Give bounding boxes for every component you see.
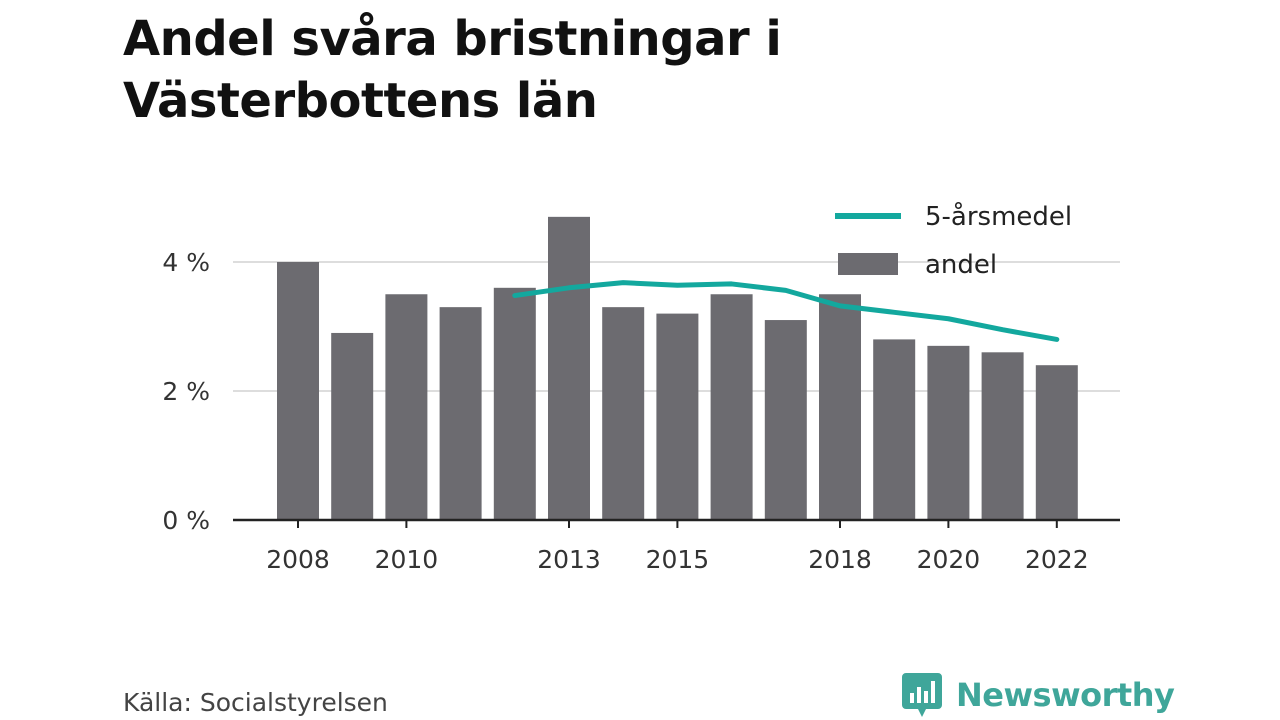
bar — [981, 352, 1024, 520]
legend-label: 5-årsmedel — [925, 201, 1072, 232]
brand-logo: Newsworthy — [902, 672, 1175, 718]
title-line-1: Andel svåra bristningar i — [123, 11, 782, 67]
x-tick-label: 2018 — [808, 545, 872, 574]
legend-bar-symbol — [838, 253, 898, 275]
bar — [873, 339, 916, 520]
chart: 0 % 2 % 4 % 2008 2010 2013 2015 2018 2020 2022 5-å… — [162, 201, 1120, 574]
title-line-2: Västerbottens län — [123, 73, 598, 129]
bar — [277, 262, 319, 520]
bar — [439, 307, 482, 520]
y-tick-label: 4 % — [162, 248, 210, 277]
bar — [764, 320, 807, 520]
x-tick-label: 2013 — [537, 545, 601, 574]
source-note: Källa: Socialstyrelsen — [123, 688, 388, 717]
x-tick-label: 2020 — [917, 545, 981, 574]
bar — [602, 307, 645, 520]
bar — [331, 332, 374, 520]
legend-label: andel — [925, 250, 997, 280]
bar — [927, 345, 970, 520]
y-tick-label: 2 % — [162, 377, 210, 406]
x-tick-label: 2022 — [1025, 545, 1089, 574]
bar — [656, 313, 699, 520]
bar — [819, 294, 861, 520]
x-tick-label: 2010 — [375, 545, 439, 574]
brand-name: Newsworthy — [956, 676, 1175, 714]
newsworthy-chart-icon — [902, 673, 942, 717]
bar — [493, 287, 536, 520]
bar — [385, 294, 428, 520]
bar — [1035, 365, 1078, 520]
chart-title: Andel svåra bristningar i Västerbottens … — [123, 8, 1123, 132]
bar — [548, 216, 590, 520]
x-tick-label: 2015 — [646, 545, 710, 574]
bar — [710, 294, 753, 520]
y-tick-label: 0 % — [162, 506, 210, 535]
x-tick-label: 2008 — [266, 545, 330, 574]
series-line-5-arsmedel — [512, 280, 1060, 342]
